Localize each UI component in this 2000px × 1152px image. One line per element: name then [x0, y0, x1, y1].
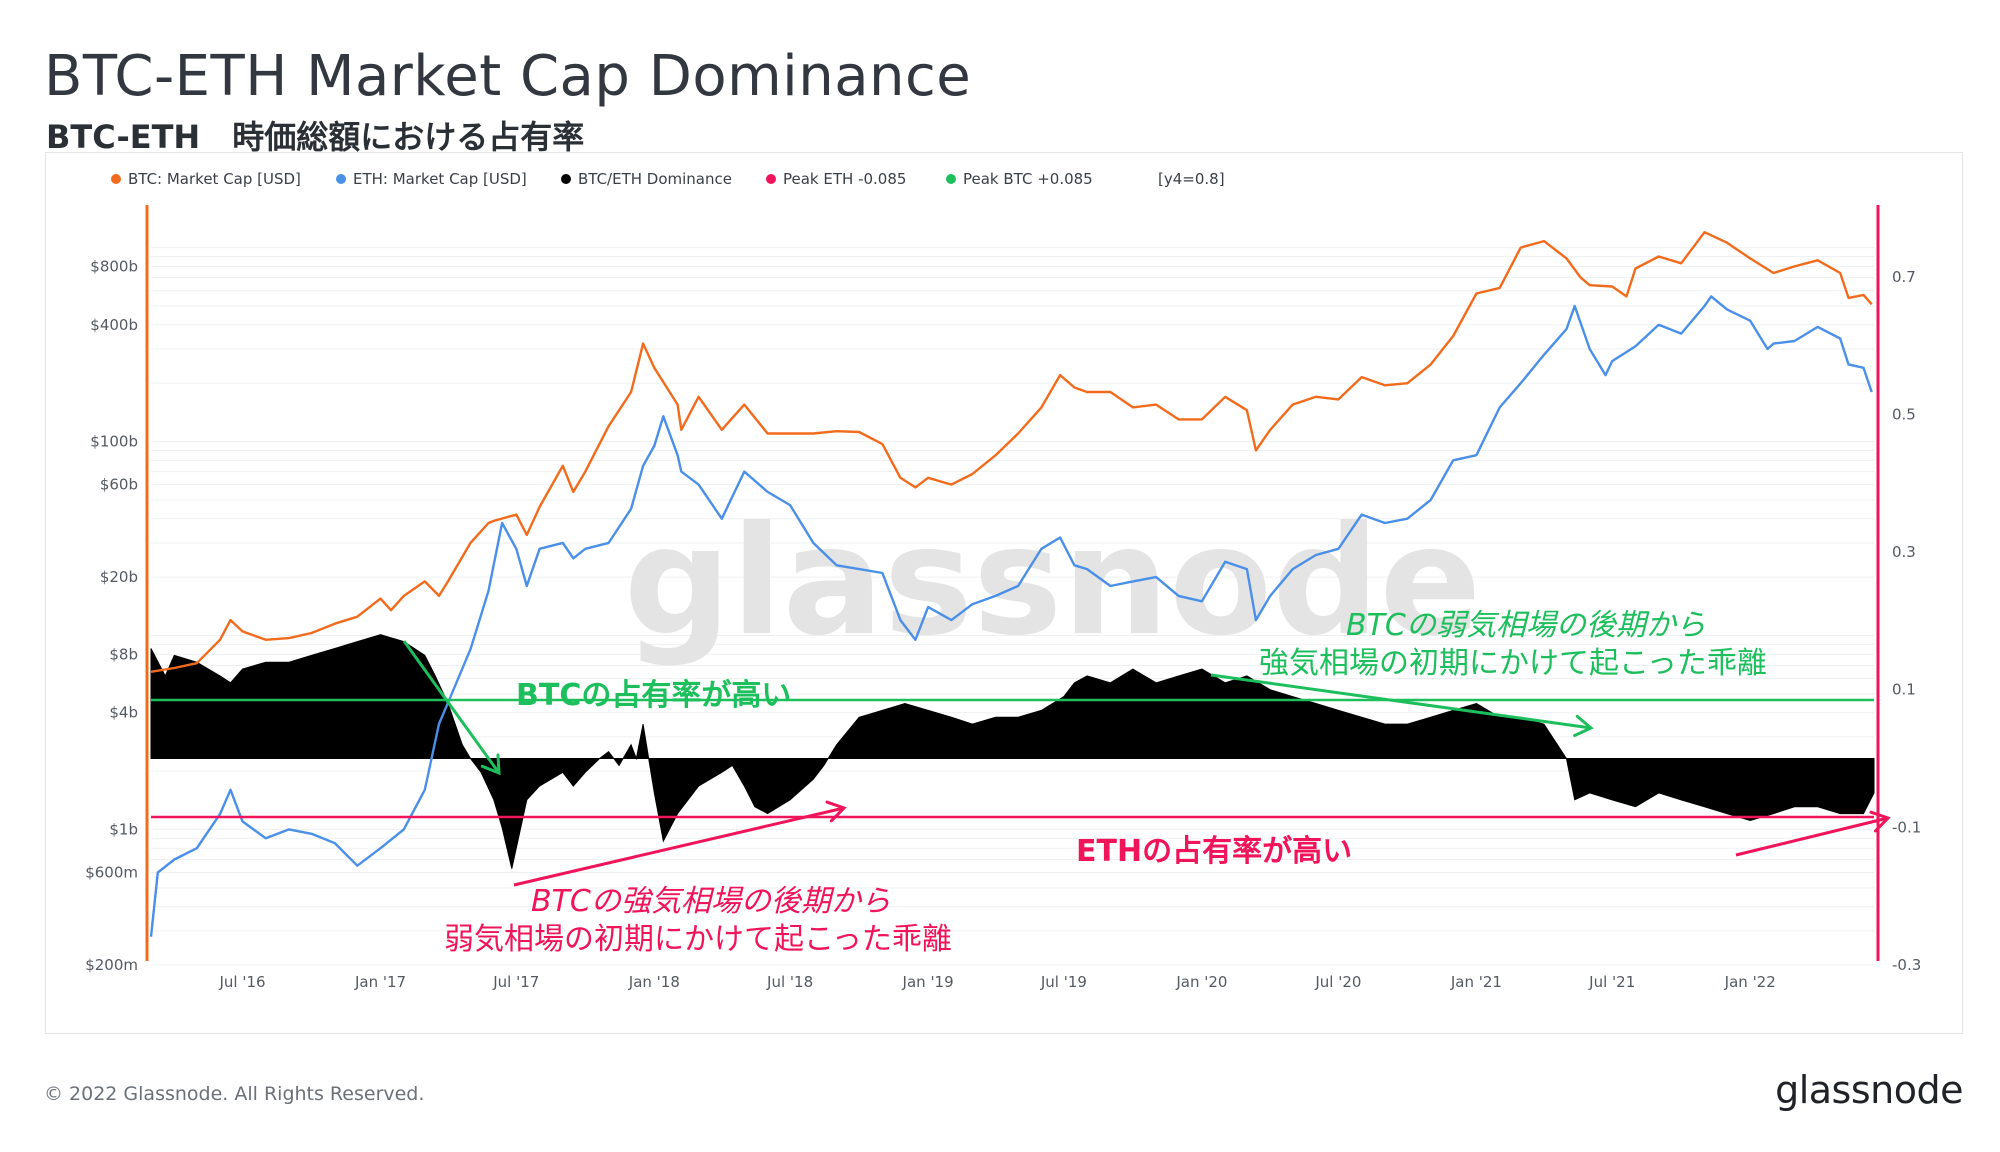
y-right-tick-label: -0.1	[1892, 818, 1921, 836]
x-tick-label: Jul '17	[492, 973, 539, 991]
arrow-shaft	[1210, 673, 1592, 730]
annotation-bull-late-line2: 弱気相場の初期にかけて起こった乖離	[444, 922, 952, 957]
page-subtitle: BTC-ETH 時価総額における占有率	[46, 118, 585, 156]
arrow-btc-bear-divergence	[1210, 673, 1594, 737]
legend: BTC: Market Cap [USD] ETH: Market Cap [US…	[111, 170, 1225, 188]
x-tick-label: Jan '17	[354, 973, 406, 991]
annotation-bear-late-line2: 強気相場の初期にかけて起こった乖離	[1259, 646, 1767, 681]
legend-swatch	[561, 174, 571, 184]
y-left-tick-label: $200m	[85, 956, 138, 974]
annotation-bear-late-line1: BTCの弱気相場の後期から	[1346, 608, 1706, 643]
y-right-tick-label: -0.3	[1892, 956, 1921, 974]
y-left-tick-label: $1b	[109, 820, 138, 838]
x-tick-label: Jul '21	[1588, 973, 1635, 991]
x-tick-label: Jul '20	[1314, 973, 1361, 991]
y-right-tick-label: 0.5	[1892, 405, 1916, 423]
y-left-tick-label: $100b	[90, 433, 138, 451]
arrow-head	[1573, 714, 1594, 737]
legend-item-label: Peak BTC +0.085	[963, 170, 1093, 188]
legend-swatch	[766, 174, 776, 184]
legend-item-label: BTC/ETH Dominance	[578, 170, 732, 188]
legend-item-label: ETH: Market Cap [USD]	[353, 170, 527, 188]
arrow-shaft	[513, 806, 845, 887]
footer-copyright: © 2022 Glassnode. All Rights Reserved.	[44, 1083, 425, 1105]
chart-svg: glassnode $800b $400b $100b $60b $20b $8b $4b $1…	[85, 170, 1921, 991]
arrow-eth-divergence-2022	[1735, 810, 1891, 857]
x-tick-label: Jul '19	[1040, 973, 1087, 991]
x-tick-label: Jan '20	[1175, 973, 1227, 991]
arrow-head	[825, 800, 847, 823]
y-right-tick-label: 0.3	[1892, 543, 1916, 561]
arrow-shaft	[1735, 816, 1889, 857]
footer-logo: glassnode	[1775, 1068, 1963, 1112]
y-left-tick-label: $20b	[100, 568, 138, 586]
x-tick-label: Jan '21	[1450, 973, 1502, 991]
y-left-tick-label: $600m	[85, 863, 138, 881]
series-btc-line	[150, 231, 1873, 673]
y-left-tick-label: $800b	[90, 257, 138, 275]
legend-item-label: BTC: Market Cap [USD]	[128, 170, 301, 188]
y-left-tick-label: $8b	[109, 645, 138, 663]
x-tick-label: Jul '16	[218, 973, 265, 991]
x-tick-label: Jul '18	[766, 973, 813, 991]
series-dominance-area	[150, 634, 1875, 869]
x-tick-label: Jan '22	[1724, 973, 1776, 991]
page-title: BTC-ETH Market Cap Dominance	[44, 44, 972, 109]
x-tick-label: Jan '18	[628, 973, 680, 991]
annotation-bull-late-line1: BTCの強気相場の後期から	[531, 884, 891, 919]
arrow-eth-divergence-2017	[513, 800, 847, 887]
legend-swatch	[946, 174, 956, 184]
y-left-tick-label: $4b	[109, 704, 138, 722]
y-right-tick-label: 0.1	[1892, 681, 1916, 699]
arrow-shaft	[402, 640, 501, 774]
series-eth-line	[149, 295, 1873, 937]
y-left-tick-label: $60b	[100, 476, 138, 494]
annotation-eth-dominant: ETHの占有率が高い	[1076, 834, 1352, 869]
legend-item-label: Peak ETH -0.085	[783, 170, 906, 188]
arrow-btc-bull-divergence	[402, 640, 501, 776]
legend-swatch	[336, 174, 346, 184]
watermark-text: glassnode	[624, 495, 1482, 669]
legend-swatch	[111, 174, 121, 184]
x-tick-label: Jan '19	[902, 973, 954, 991]
annotation-btc-dominant: BTCの占有率が高い	[516, 678, 791, 713]
y-left-tick-label: $400b	[90, 316, 138, 334]
chart-frame: glassnode $800b $400b $100b $60b $20b $8b $4b $1…	[45, 152, 1963, 1034]
arrow-head	[480, 753, 501, 776]
arrow-head	[1869, 810, 1891, 833]
legend-item-label: [y4=0.8]	[1158, 170, 1225, 188]
y-right-tick-label: 0.7	[1892, 268, 1916, 286]
